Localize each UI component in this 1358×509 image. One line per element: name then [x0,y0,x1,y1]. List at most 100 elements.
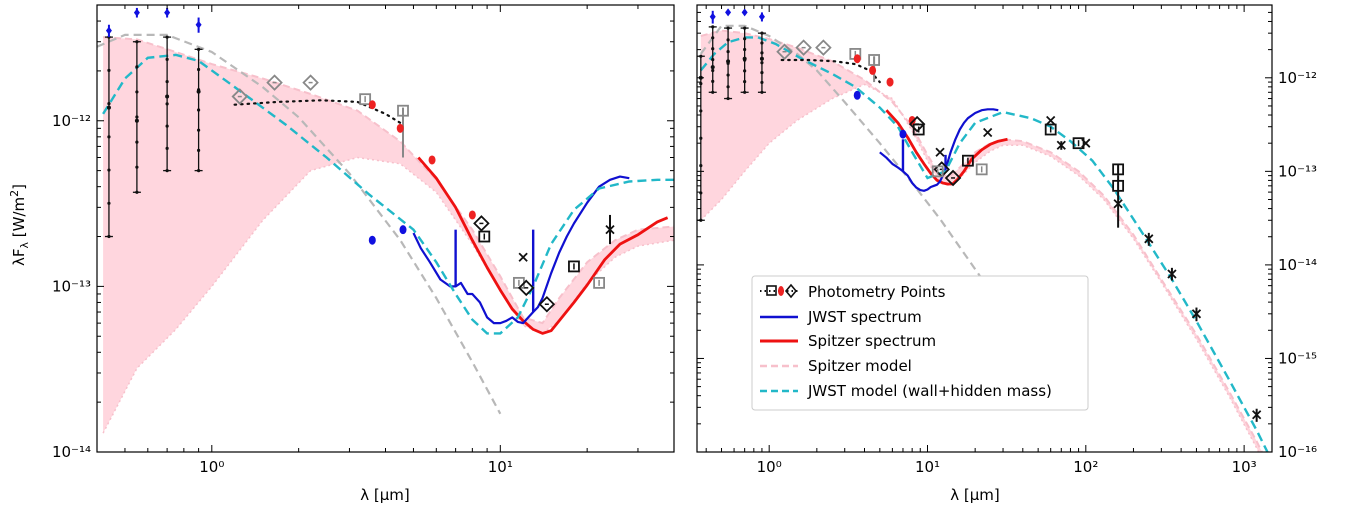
sample-dot [760,70,764,75]
marker-open-square [568,260,580,273]
marker-open-diamond [517,279,535,297]
sample-dot [107,68,111,72]
photometry-point [962,154,974,167]
marker-x [1056,140,1066,150]
sample-dot [135,115,139,119]
photometry-point [133,7,140,18]
photometry-point [593,276,605,289]
sample-dot [726,85,730,89]
marker-x [605,225,615,235]
photometry-point [468,210,476,220]
jwst-spectrum-line [412,175,630,325]
photometry-point [899,129,907,139]
marker-dot [368,100,376,110]
marker-dot [869,65,877,75]
y-axis-label-sub: λ [18,241,31,248]
photometry-point [1144,232,1154,246]
legend-box [751,275,1089,411]
photometry-point [1044,123,1057,136]
y-tick-label: 10⁻¹⁶ [1278,443,1317,461]
photometry-point [853,90,861,100]
photometry-point [368,100,376,110]
sample-dot [197,128,201,132]
sample-dot [760,90,764,94]
jwst-model-line [102,53,674,335]
photometry-point [194,47,203,173]
marker-open-diamond [302,74,319,91]
photometry-point [758,12,765,22]
sample-dot [165,57,169,61]
marker-diamond [725,8,732,17]
x-tick-label: 10¹ [915,458,940,476]
y-axis-label-units: [W/m [10,197,28,242]
marker-diamond [195,20,202,29]
marker-x [1252,410,1262,420]
sample-dot [135,40,139,44]
photometry-point [428,155,436,165]
photometry-point [302,74,319,91]
photometry-point [164,7,171,18]
marker-open-diamond [266,74,283,91]
y-tick-label: 10⁻¹² [1278,69,1317,87]
marker-x [935,147,945,157]
sample-dot [743,37,747,41]
sample-dot [135,165,139,169]
marker-dot [399,225,407,235]
marker-open-square [912,123,925,136]
photometry-point [1113,175,1123,228]
marker-open-diamond [815,39,832,56]
marker-x [1191,309,1202,319]
marker-open-diamond [473,215,490,232]
legend-label-photometry: Photometry Points [808,283,946,301]
photometry-point [944,169,962,187]
marker-dot [742,56,747,61]
sample-dot [107,234,111,239]
photometry-point [912,123,925,136]
sample-dot [197,47,201,51]
photometry-point [368,235,376,245]
marker-dot [468,210,476,220]
marker-open-square [1044,123,1057,136]
sample-dot [726,73,730,77]
y-tick-label: 10⁻¹⁴ [1278,256,1317,274]
photometry-point [709,10,716,24]
marker-open-square [1072,137,1085,150]
photometry-point [886,77,894,87]
marker-open-diamond [776,43,793,60]
stellar-photosphere-line [699,24,1032,358]
sample-dot [726,96,730,101]
sample-dot [760,80,764,85]
legend: Photometry Points JWST spectrum Spitzer … [751,275,1089,411]
marker-dot [710,65,715,70]
marker-dot [368,235,376,245]
photometry-point [983,127,993,138]
spitzer-model-band [103,37,674,434]
photometry-point [741,8,748,17]
photometry-point [397,104,409,158]
photometry-point [517,279,535,297]
photometry-point [473,215,490,232]
sample-dot [711,47,715,51]
x-tick-label: 10⁰ [199,458,224,476]
sample-dot [743,79,747,84]
marker-dot [853,54,861,64]
sample-dot [197,169,201,173]
photometry-point [757,31,766,94]
sample-dot [165,146,169,150]
spitzer-spectrum-line [417,156,669,335]
x-axis-label-left: λ [μm] [360,486,410,504]
photometry-point [1167,267,1177,281]
sample-dot [107,135,111,139]
jwst-model-line [699,36,1269,452]
photometry-point [163,35,172,173]
photometry-point [1191,307,1202,322]
sample-dot [135,140,139,144]
legend-label-spitzer-spectrum: Spitzer spectrum [808,332,936,350]
photometry-point [132,40,141,194]
photometry-point [518,252,528,262]
photometry-point [869,65,877,75]
photometry-point [776,43,793,60]
sample-dot [107,101,111,106]
sample-dot [760,61,764,65]
